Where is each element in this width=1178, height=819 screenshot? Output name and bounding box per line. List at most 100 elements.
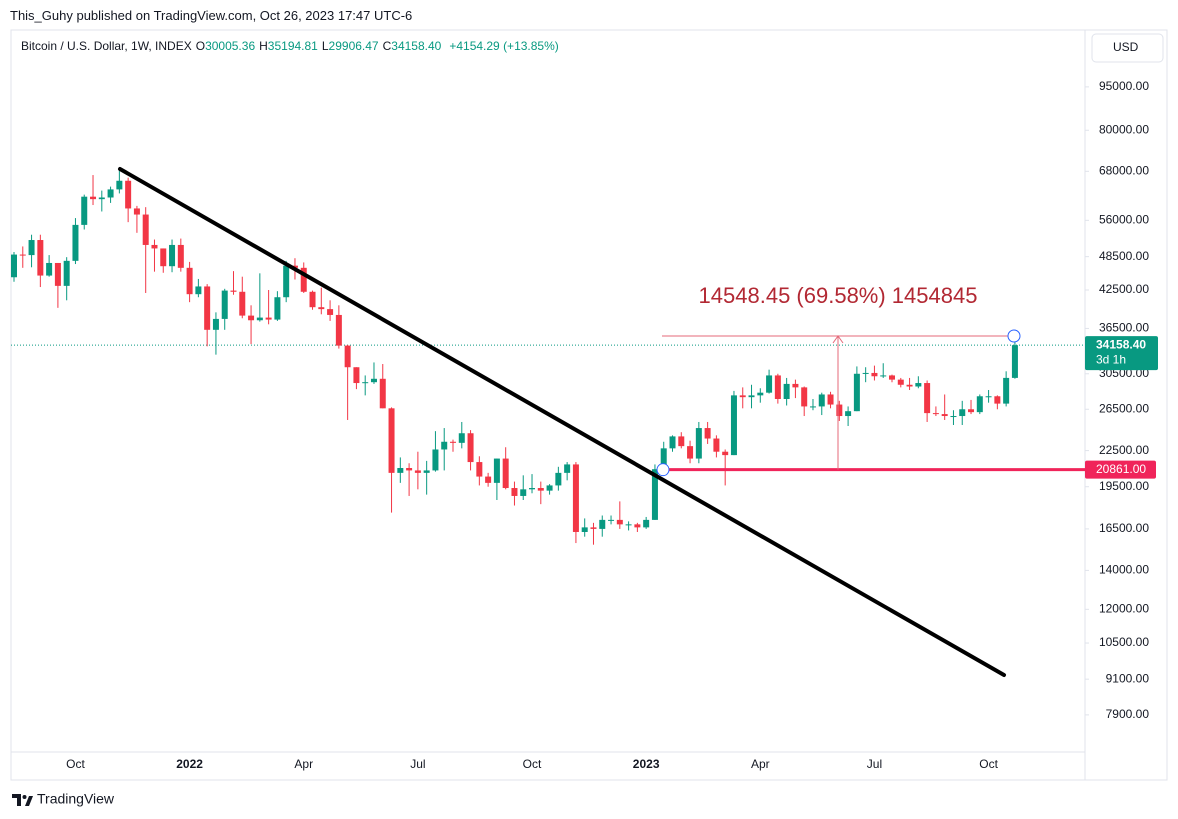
measure-label: 14548.45 (69.58%) 1454845	[699, 283, 978, 308]
candle-body	[748, 395, 755, 398]
candle-body	[889, 375, 895, 380]
candle-body	[362, 382, 369, 384]
candle-body	[766, 375, 773, 393]
candle-body	[555, 472, 562, 486]
candle-body	[994, 396, 1001, 404]
candle-body	[897, 379, 904, 385]
candle-body	[924, 383, 931, 414]
x-tick-label: 2022	[176, 757, 203, 771]
y-tick-label: 7900.00	[1106, 707, 1150, 721]
x-tick-label: Jul	[867, 757, 882, 771]
x-tick-label: Oct	[66, 757, 85, 771]
candle-body	[450, 441, 456, 443]
candle-body	[572, 464, 579, 532]
candle-body	[379, 378, 386, 409]
y-tick-label: 80000.00	[1099, 122, 1149, 136]
y-tick-label: 56000.00	[1099, 213, 1149, 227]
candle-body	[72, 224, 79, 261]
candle-body	[441, 441, 448, 450]
candle-body	[704, 428, 711, 439]
candle-body	[678, 436, 685, 447]
candle-body	[651, 469, 658, 520]
candle-body	[669, 436, 676, 449]
y-tick-label: 14000.00	[1099, 563, 1149, 577]
change-value: +4154.29 (+13.85%)	[449, 39, 559, 53]
candle-body	[853, 373, 860, 412]
last-price-badge	[1085, 336, 1158, 371]
candle-body	[660, 448, 667, 470]
candle-body	[818, 394, 825, 407]
candle-body	[142, 214, 149, 245]
last-price-label: 34158.40	[1096, 337, 1146, 351]
currency-label: USD	[1113, 40, 1139, 54]
candle-body	[11, 254, 17, 278]
x-tick-label: Apr	[294, 757, 313, 771]
candle-body	[63, 260, 70, 286]
candle-body	[695, 428, 702, 459]
candle-body	[485, 476, 492, 483]
candle-body	[107, 189, 114, 198]
x-tick-label: Oct	[979, 757, 998, 771]
level-badge	[1085, 460, 1156, 479]
candle-body	[177, 244, 184, 268]
ohlc-value: 29906.47	[328, 39, 379, 53]
candle-body	[1003, 377, 1010, 404]
candle-body	[344, 345, 351, 368]
logo-mark	[12, 794, 21, 806]
candle-body	[195, 286, 202, 295]
candle-body	[186, 267, 193, 295]
candle-body	[309, 291, 316, 308]
candle-body	[423, 470, 430, 473]
currency-button[interactable]	[1091, 33, 1164, 63]
candle-body	[783, 383, 790, 399]
candle-body	[28, 240, 35, 256]
candle-body	[283, 265, 290, 298]
candle-body	[722, 451, 729, 456]
chart-frame	[10, 29, 1168, 781]
candle-body	[757, 392, 764, 396]
x-tick-label: Oct	[523, 757, 542, 771]
candle-body	[318, 307, 325, 310]
x-tick-label: 2023	[633, 757, 660, 771]
candle-body	[546, 485, 553, 491]
candle-body	[432, 449, 439, 471]
candle-body	[625, 524, 632, 526]
candle-body	[256, 317, 263, 321]
candle-body	[537, 488, 544, 491]
candle-body	[959, 409, 966, 417]
candle-body	[581, 527, 588, 532]
candle-body	[81, 196, 88, 225]
candle-body	[730, 395, 737, 456]
candle-body	[985, 396, 992, 398]
candle-body	[801, 387, 808, 407]
candle-body	[827, 394, 834, 405]
ohlc-value: 34158.40	[391, 39, 442, 53]
y-tick-label: 42500.00	[1099, 282, 1149, 296]
candle-body	[388, 408, 395, 473]
candle-body	[90, 196, 97, 200]
candle-body	[809, 406, 816, 408]
candle-body	[520, 489, 527, 496]
candle-body	[713, 438, 720, 452]
candle-body	[327, 309, 334, 315]
candle-body	[915, 383, 922, 387]
candle-body	[300, 267, 307, 292]
candle-body	[634, 524, 641, 528]
y-tick-label: 19500.00	[1099, 479, 1149, 493]
y-tick-label: 48500.00	[1099, 249, 1149, 263]
candle-body	[643, 519, 650, 528]
candle-body	[274, 297, 281, 320]
candle-body	[125, 180, 132, 209]
y-tick-label: 10500.00	[1099, 635, 1149, 649]
ohlc-key: H	[259, 39, 268, 53]
candle-body	[406, 468, 413, 471]
candle-body	[880, 375, 887, 377]
ohlc-value: 35194.81	[267, 39, 318, 53]
candle-body	[221, 290, 228, 319]
y-tick-label: 22500.00	[1099, 443, 1149, 457]
y-tick-label: 68000.00	[1099, 163, 1149, 177]
candle-body	[46, 262, 53, 276]
x-tick-label: Jul	[410, 757, 425, 771]
anchor-point	[656, 463, 670, 477]
